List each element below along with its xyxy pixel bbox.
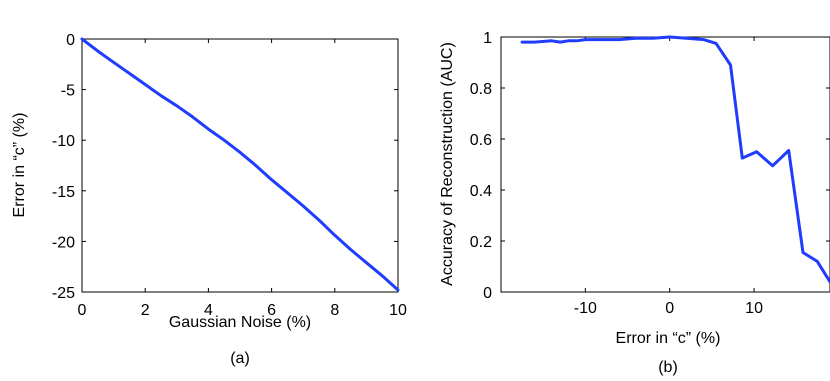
x-tick-label: 2: [141, 302, 150, 319]
y-tick-label: -10: [52, 133, 75, 150]
series-line-b: [520, 35, 830, 284]
caption-a: (a): [230, 350, 250, 367]
x-tick-label: -10: [574, 300, 597, 317]
y-tick-label: -25: [52, 285, 75, 302]
x-axis-label-a: Gaussian Noise (%): [169, 314, 311, 331]
plot-area-a: [81, 38, 399, 293]
y-tick-label: 0.4: [470, 183, 492, 200]
y-tick-label: -5: [61, 83, 75, 100]
y-tick-label: 0: [66, 32, 75, 49]
x-tick-label: 6: [267, 302, 276, 319]
plot-area-b: [500, 36, 830, 293]
y-tick-label: 0: [483, 285, 492, 302]
y-tick-label: -15: [52, 184, 75, 201]
axis-ticks-b: -10 0 10 0 0.2 0.4 0.6 0.8 1: [470, 30, 830, 317]
y-axis-label-a: Error in “c” (%): [11, 113, 28, 218]
axis-ticks-a: 0 2 4 6 8 10 0 -5 -10 -15 -20 -25: [52, 32, 407, 319]
y-tick-label: 1: [483, 30, 492, 47]
y-axis-label-b: Accuracy of Reconstruction (AUC): [439, 42, 456, 286]
x-tick-label: 10: [745, 300, 763, 317]
caption-b: (b): [658, 359, 678, 376]
panel-a: 0 2 4 6 8 10 0 -5 -10 -15 -20 -25 Gaussian Noise (%…: [11, 32, 407, 367]
y-tick-label: 0.6: [470, 132, 492, 149]
y-tick-label: -20: [52, 234, 75, 251]
x-tick-label: 10: [389, 302, 407, 319]
series-line-a: [80, 37, 400, 292]
x-tick-label: 8: [330, 302, 339, 319]
y-tick-label: 0.2: [470, 234, 492, 251]
panel-b: -10 0 10 0 0.2 0.4 0.6 0.8 1 Error in “c” (%) Ac…: [439, 30, 830, 376]
x-tick-label: 0: [78, 302, 87, 319]
y-tick-label: 0.8: [470, 81, 492, 98]
x-tick-label: 4: [204, 302, 213, 319]
x-axis-label-b: Error in “c” (%): [616, 330, 721, 347]
x-tick-label: 0: [665, 300, 674, 317]
